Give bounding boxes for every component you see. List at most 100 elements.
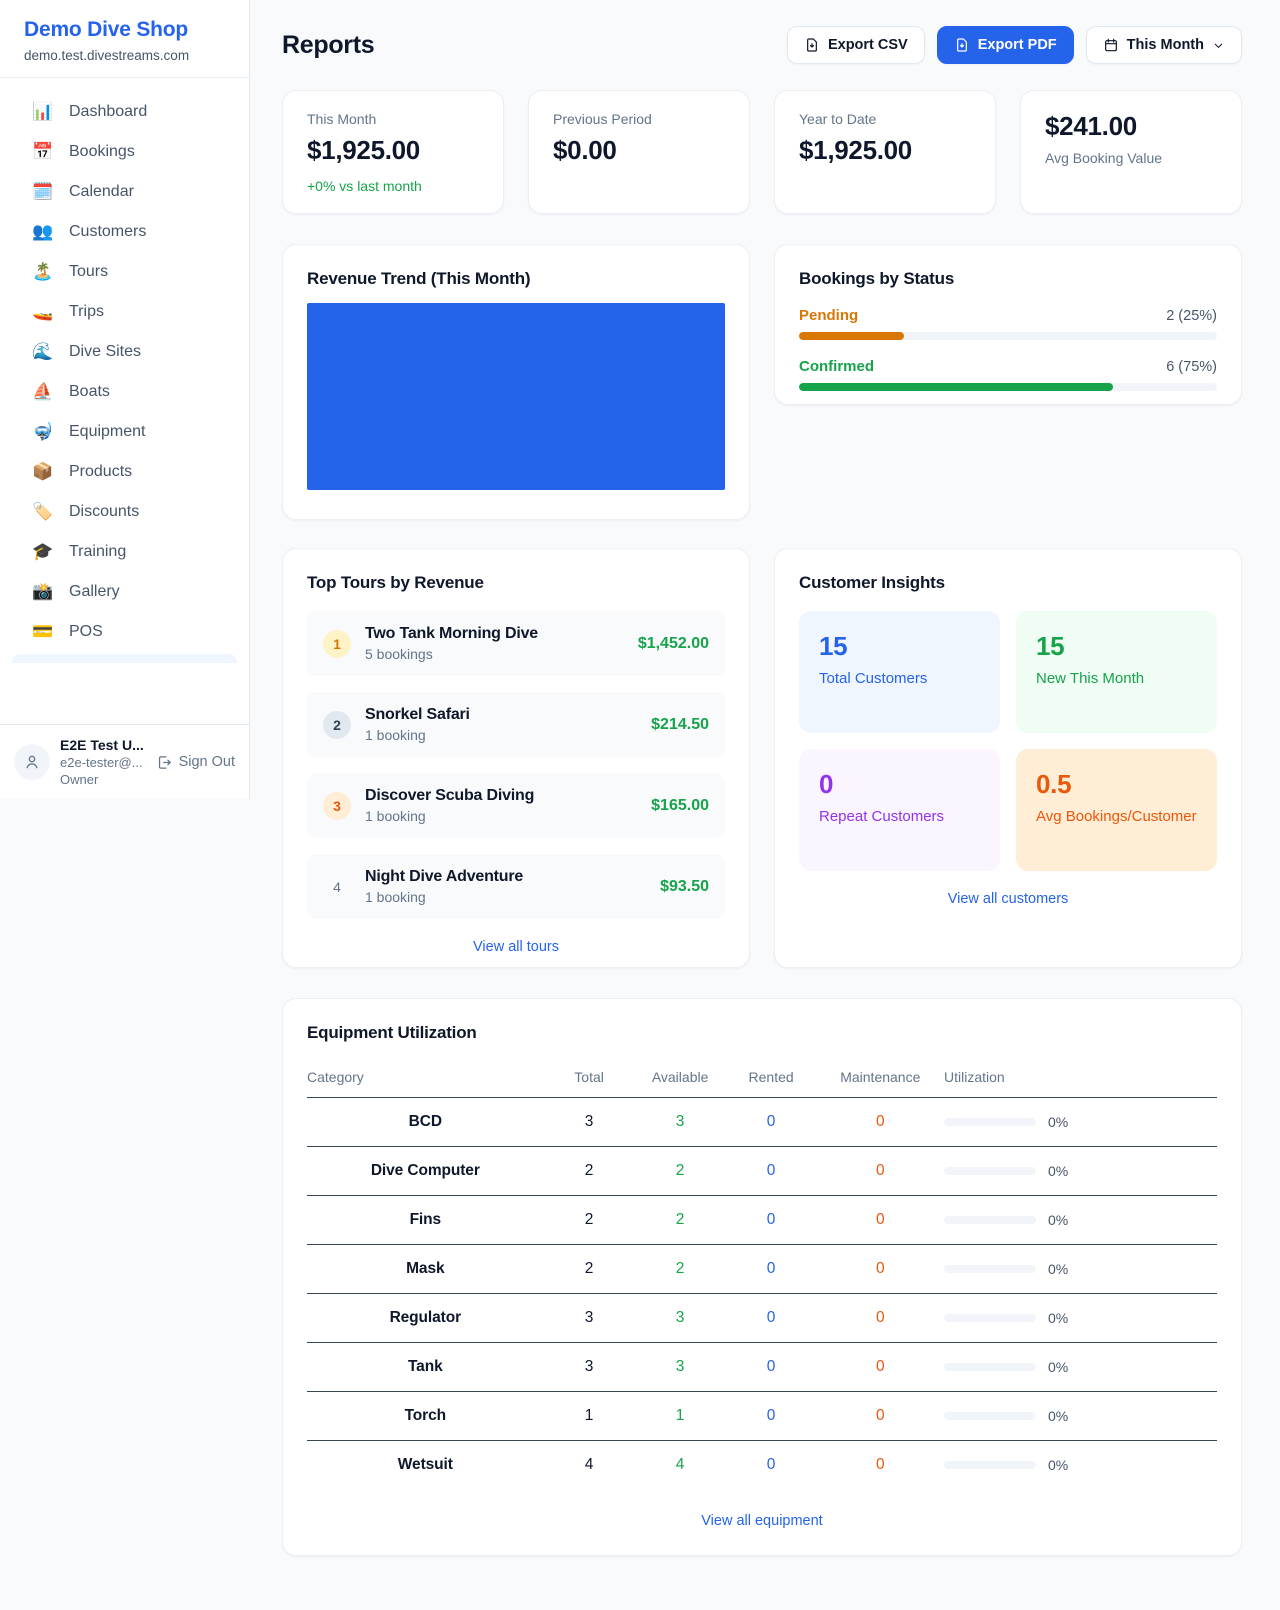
sidebar-item-label: Dive Sites xyxy=(69,343,142,360)
dive-sites-icon: 🌊 xyxy=(32,342,54,361)
utilization-bar xyxy=(943,1314,1036,1322)
status-row-confirmed: Confirmed 6 (75%) xyxy=(799,358,1217,391)
insight-tile-repeat-customers: 0 Repeat Customers xyxy=(799,749,1000,871)
revenue-trend-chart xyxy=(307,303,725,490)
table-row: Wetsuit 4 4 0 0 0% xyxy=(397,1456,1069,1473)
user-email: e2e-tester@... xyxy=(60,755,143,770)
user-role: Owner xyxy=(60,772,99,787)
utilization-bar xyxy=(943,1167,1036,1175)
export-pdf-button[interactable]: Export PDF xyxy=(936,26,1074,64)
sidebar-item-products[interactable]: 📦 Products xyxy=(12,452,237,492)
stat-card-avg-booking-value: $241.00 Avg Booking Value xyxy=(1020,90,1242,214)
status-bar-track xyxy=(799,383,1217,391)
column-header-rented: Rented xyxy=(725,1059,817,1098)
logout-icon xyxy=(158,755,171,769)
table-row: Dive Computer 2 2 0 0 0% xyxy=(307,1146,1217,1196)
customer-insights-title: Customer Insights xyxy=(799,573,945,592)
sidebar-item-dashboard[interactable]: 📊 Dashboard xyxy=(12,92,237,132)
bookings-by-status-card: Bookings by Status Pending 2 (25%) Confi… xyxy=(774,244,1242,405)
equipment-utilization-title: Equipment Utilization xyxy=(307,1023,477,1042)
table-row: BCD 3 3 0 0 0% xyxy=(307,1097,1217,1147)
sidebar-item-label: Training xyxy=(69,543,127,560)
bookings-icon: 📅 xyxy=(32,142,54,161)
table-row: Tank 3 3 0 0 0% xyxy=(307,1342,1217,1392)
shop-name: Demo Dive Shop xyxy=(24,18,189,41)
sidebar-item-calendar[interactable]: 🗓️ Calendar xyxy=(12,172,237,212)
sidebar-item-label: Customers xyxy=(69,223,147,240)
stat-card-this-month: This Month $1,925.00 +0% vs last month xyxy=(282,90,504,214)
status-bar-track xyxy=(799,332,1217,340)
view-all-equipment-link[interactable]: View all equipment xyxy=(701,1513,823,1529)
column-header-category: Category xyxy=(307,1059,544,1098)
file-download-icon xyxy=(956,38,967,52)
sidebar-item-bookings[interactable]: 📅 Bookings xyxy=(12,132,237,172)
revenue-trend-title: Revenue Trend (This Month) xyxy=(307,269,531,288)
sidebar-item-label: Bookings xyxy=(69,143,135,160)
status-bar-fill-pending xyxy=(799,332,904,340)
table-row: Fins 2 2 0 0 0% xyxy=(307,1195,1217,1245)
sidebar-item-tours[interactable]: 🏝️ Tours xyxy=(12,252,237,292)
sidebar-item-label: Trips xyxy=(69,303,104,320)
sidebar-item-customers[interactable]: 👥 Customers xyxy=(12,212,237,252)
sidebar-item-pos[interactable]: 💳 POS xyxy=(12,612,237,652)
sidebar-item-gallery[interactable]: 📸 Gallery xyxy=(12,572,237,612)
period-dropdown[interactable]: This Month xyxy=(1085,26,1242,64)
calendar-icon xyxy=(1104,38,1117,52)
tour-row-4: 4 Night Dive Adventure 1 booking $93.50 xyxy=(307,854,725,919)
sidebar-item-dive-sites[interactable]: 🌊 Dive Sites xyxy=(12,332,237,372)
trips-icon: 🚤 xyxy=(32,302,54,321)
sidebar-item-trips[interactable]: 🚤 Trips xyxy=(12,292,237,332)
sidebar-item-label: Products xyxy=(69,463,133,480)
utilization-bar xyxy=(943,1412,1036,1420)
stat-card-year-to-date: Year to Date $1,925.00 xyxy=(774,90,996,214)
calendar-icon: 🗓️ xyxy=(32,182,54,201)
tour-row-3: 3 Discover Scuba Diving 1 booking $165.0… xyxy=(307,773,725,838)
sidebar-item-training[interactable]: 🎓 Training xyxy=(12,532,237,572)
tour-row-1: 1 Two Tank Morning Dive 5 bookings $1,45… xyxy=(307,611,725,676)
sign-out-button[interactable]: Sign Out xyxy=(156,754,235,771)
sidebar-item-label: Discounts xyxy=(69,503,140,520)
customers-icon: 👥 xyxy=(32,222,54,241)
sidebar-item-boats[interactable]: ⛵ Boats xyxy=(12,372,237,412)
sidebar-item-discounts[interactable]: 🏷️ Discounts xyxy=(12,492,237,532)
column-header-maintenance: Maintenance xyxy=(816,1059,944,1098)
insight-tile-total-customers: 15 Total Customers xyxy=(799,611,1000,733)
stat-card-previous-period: Previous Period $0.00 xyxy=(528,90,750,214)
top-tours-card: Top Tours by Revenue 1 Two Tank Morning … xyxy=(282,548,750,968)
export-csv-button[interactable]: Export CSV xyxy=(786,26,925,64)
person-icon xyxy=(26,755,38,769)
table-row: Torch 1 1 0 0 0% xyxy=(307,1391,1217,1441)
discounts-icon: 🏷️ xyxy=(32,502,54,521)
gallery-icon: 📸 xyxy=(32,582,54,601)
view-all-customers-link[interactable]: View all customers xyxy=(947,891,1069,907)
insight-tile-new-this-month: 15 New This Month xyxy=(1016,611,1217,733)
user-name: E2E Test U... xyxy=(60,737,144,753)
sidebar: Demo Dive Shop demo.test.divestreams.com… xyxy=(0,0,250,799)
equipment-utilization-card: Equipment Utilization Category Total Ava… xyxy=(282,998,1242,1556)
column-header-available: Available xyxy=(634,1059,726,1098)
view-all-tours-link[interactable]: View all tours xyxy=(473,939,559,955)
chevron-down-icon xyxy=(1214,43,1223,48)
sidebar-item-equipment[interactable]: 🤿 Equipment xyxy=(12,412,237,452)
sidebar-item-label: Equipment xyxy=(69,423,146,440)
utilization-bar xyxy=(943,1363,1036,1371)
utilization-bar xyxy=(943,1461,1036,1469)
column-header-utilization: Utilization xyxy=(943,1059,1217,1098)
table-row: Regulator 3 3 0 0 0% xyxy=(307,1293,1217,1343)
sidebar-item-label: Calendar xyxy=(69,183,134,200)
customer-insights-card: Customer Insights 15 Total Customers 15 … xyxy=(774,548,1242,968)
training-icon: 🎓 xyxy=(32,542,54,561)
status-bar-fill-confirmed xyxy=(799,383,1113,391)
products-icon: 📦 xyxy=(32,462,54,481)
revenue-trend-card: Revenue Trend (This Month) xyxy=(282,244,750,520)
tours-icon: 🏝️ xyxy=(32,262,54,281)
rank-badge: 3 xyxy=(323,791,351,820)
boats-icon: ⛵ xyxy=(32,382,54,401)
rank-badge: 2 xyxy=(323,710,351,739)
sidebar-item-label: POS xyxy=(69,623,103,640)
tour-row-2: 2 Snorkel Safari 1 booking $214.50 xyxy=(307,692,725,757)
brand: Demo Dive Shop demo.test.divestreams.com xyxy=(0,0,249,78)
main-content: Reports Export CSV Export PDF xyxy=(250,0,1280,1610)
sidebar-item-reports-partial[interactable] xyxy=(12,654,237,663)
avatar xyxy=(14,744,50,780)
